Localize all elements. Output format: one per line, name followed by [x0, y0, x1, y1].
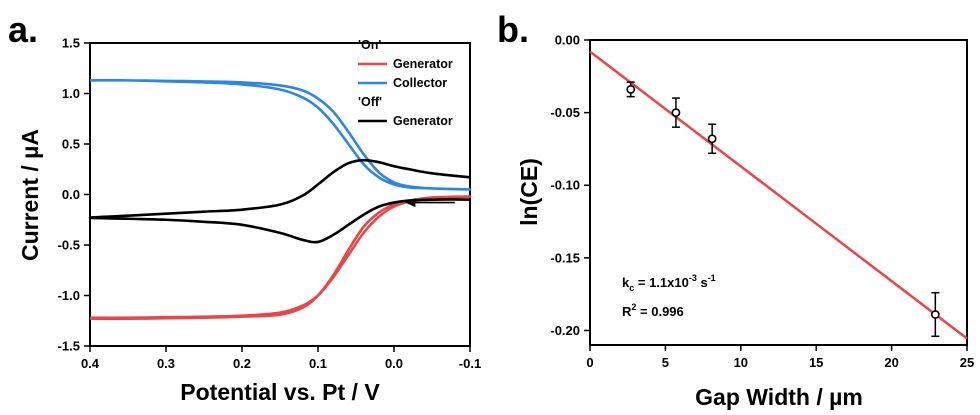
y-tick-label: -0.15: [550, 250, 580, 265]
scan-direction-arrow-head: [405, 198, 416, 208]
linear-fit-line: [589, 50, 968, 340]
panel-b-chart: b. 0.00 -0.05 -0.10 -0.15 -0.20 0 5 10 15 20 25 k…: [497, 9, 974, 410]
legend-header-on: 'On': [358, 38, 381, 52]
y-tick-label: 1.5: [62, 36, 80, 51]
x-tick-label: -0.1: [459, 356, 481, 371]
x-tick-label: 10: [734, 355, 748, 370]
legend-header-off: 'Off': [358, 95, 382, 109]
x-tick-label: 0.2: [233, 356, 251, 371]
panel-a-x-axis-title: Potential vs. Pt / V: [180, 379, 380, 405]
scan-direction-arrow: [405, 198, 455, 208]
x-tick-label: 5: [662, 355, 669, 370]
data-point: [626, 84, 636, 94]
legend-label-on-generator: Generator: [393, 57, 453, 71]
y-tick-label: -1.0: [58, 288, 80, 303]
panel-b-data-points: [626, 81, 940, 338]
panel-a-chart: a. 1.5 1.0 0.5 0.0 -0.5 -1.0 -1.5 0.4 0.3 0.2 0.1…: [8, 9, 481, 405]
data-point: [707, 134, 717, 144]
y-tick-label: 1.0: [62, 86, 80, 101]
y-tick-label: 0.00: [555, 33, 580, 48]
panel-a-label: a.: [8, 9, 38, 50]
panel-b-x-axis-title: Gap Width / µm: [695, 384, 863, 410]
panel-b-y-axis: 0.00 -0.05 -0.10 -0.15 -0.20: [550, 33, 590, 338]
panel-b-plot-frame: [589, 39, 968, 346]
legend-label-on-collector: Collector: [393, 76, 447, 90]
x-tick-label: 20: [884, 355, 898, 370]
y-tick-label: -1.5: [58, 339, 80, 354]
x-tick-label: 0: [586, 355, 593, 370]
y-tick-label: 0.5: [62, 137, 80, 152]
x-tick-label: 15: [809, 355, 823, 370]
on-collector-curve: [89, 78, 472, 191]
y-tick-label: -0.20: [550, 323, 580, 338]
x-tick-label: 0.4: [81, 356, 100, 371]
x-tick-label: 0.0: [385, 356, 403, 371]
x-tick-label: 0.3: [157, 356, 175, 371]
on-generator-curve: [89, 195, 472, 321]
rate-constant-annotation: kc = 1.1x10-3 s-1: [622, 273, 716, 293]
y-tick-label: -0.5: [58, 238, 80, 253]
y-tick-label: -0.05: [550, 105, 580, 120]
panel-a-series-group: [88, 78, 472, 321]
panel-b-x-axis: 0 5 10 15 20 25: [586, 345, 974, 370]
panel-a-x-axis: 0.4 0.3 0.2 0.1 0.0 -0.1: [81, 346, 481, 371]
r-squared-annotation: R2 = 0.996: [622, 302, 684, 319]
x-tick-label: 25: [960, 355, 974, 370]
panel-b-label: b.: [497, 9, 529, 50]
panel-a-y-axis-title: Current / µA: [17, 129, 43, 261]
off-generator-curve: [88, 158, 471, 244]
legend-label-off-generator: Generator: [393, 114, 453, 128]
x-tick-label: 0.1: [309, 356, 327, 371]
data-point: [671, 108, 681, 118]
panel-b-y-axis-title: ln(CE): [516, 158, 542, 226]
y-tick-label: -0.10: [550, 178, 580, 193]
y-tick-label: 0.0: [62, 187, 80, 202]
data-point: [930, 310, 940, 319]
panel-a-y-axis: 1.5 1.0 0.5 0.0 -0.5 -1.0 -1.5: [58, 36, 90, 354]
panel-a-legend: 'On' Generator Collector 'Off' Generator: [358, 38, 453, 128]
